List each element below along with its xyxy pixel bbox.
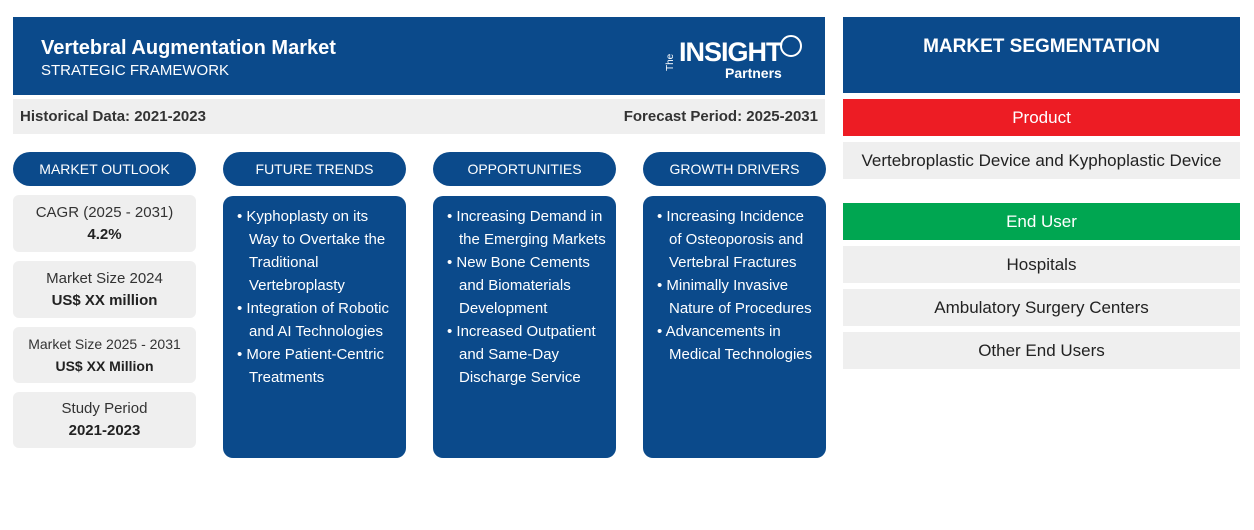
stat-label: Market Size 2025 - 2031 <box>28 336 181 352</box>
stat: Market Size 2025 - 2031 US$ XX Million <box>13 327 196 383</box>
segment-item: Vertebroplastic Device and Kyphoplastic … <box>843 142 1240 179</box>
segment-item: Other End Users <box>843 332 1240 369</box>
bullet-item: Integration of Robotic and AI Technologi… <box>237 297 398 343</box>
period-bar: Historical Data: 2021-2023 Forecast Peri… <box>13 99 825 134</box>
bullet-item: Advancements in Medical Technologies <box>657 320 818 366</box>
segmentation-title: MARKET SEGMENTATION <box>843 17 1240 93</box>
outlook-title: MARKET OUTLOOK <box>13 152 196 186</box>
logo-partners: Partners <box>725 65 782 81</box>
logo-the: The <box>665 53 676 71</box>
bullet-item: Minimally Invasive Nature of Procedures <box>657 274 818 320</box>
segment-item: Ambulatory Surgery Centers <box>843 289 1240 326</box>
stat-label: Market Size 2024 <box>46 269 163 287</box>
segment-header: End User <box>843 203 1240 240</box>
historical: Historical Data: 2021-2023 <box>20 108 206 125</box>
header: Vertebral Augmentation Market STRATEGIC … <box>13 17 825 95</box>
column-box: Increasing Incidence of Osteoporosis and… <box>643 196 826 458</box>
stat: Market Size 2024 US$ XX million <box>13 261 196 318</box>
stat-value: 2021-2023 <box>68 422 141 439</box>
segment-header: Product <box>843 99 1240 136</box>
bullet-list: Kyphoplasty on its Way to Overtake the T… <box>237 205 398 389</box>
stat-value: US$ XX Million <box>55 358 154 374</box>
logo-insight: INSIGHT <box>679 37 783 67</box>
stat-label: CAGR (2025 - 2031) <box>35 203 174 221</box>
bullet-item: Kyphoplasty on its Way to Overtake the T… <box>237 205 398 297</box>
stat: Study Period 2021-2023 <box>13 392 196 448</box>
bullet-item: New Bone Cements and Biomaterials Develo… <box>447 251 608 320</box>
bullet-list: Increasing Demand in the Emerging Market… <box>447 205 608 389</box>
stat-value: US$ XX million <box>51 291 158 309</box>
bullet-item: Increasing Demand in the Emerging Market… <box>447 205 608 251</box>
bullet-item: Increasing Incidence of Osteoporosis and… <box>657 205 818 274</box>
column-title: GROWTH DRIVERS <box>643 152 826 186</box>
logo-ring <box>780 35 802 57</box>
stat: CAGR (2025 - 2031) 4.2% <box>13 195 196 252</box>
column-box: Kyphoplasty on its Way to Overtake the T… <box>223 196 406 458</box>
column-title: FUTURE TRENDS <box>223 152 406 186</box>
segment-item: Hospitals <box>843 246 1240 283</box>
title: Vertebral Augmentation Market <box>41 37 336 59</box>
bullet-item: More Patient-Centric Treatments <box>237 343 398 389</box>
forecast: Forecast Period: 2025-2031 <box>623 108 818 125</box>
bullet-item: Increased Outpatient and Same-Day Discha… <box>447 320 608 389</box>
subtitle: STRATEGIC FRAMEWORK <box>41 62 230 79</box>
bullet-list: Increasing Incidence of Osteoporosis and… <box>657 205 818 366</box>
stat-value: 4.2% <box>87 225 122 243</box>
stat-label: Study Period <box>61 400 148 417</box>
column-box: Increasing Demand in the Emerging Market… <box>433 196 616 458</box>
column-title: OPPORTUNITIES <box>433 152 616 186</box>
